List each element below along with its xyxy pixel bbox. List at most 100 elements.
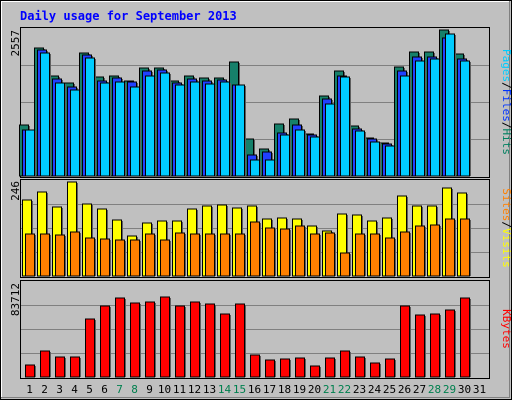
visitors-bar-sites-day-4 (70, 231, 80, 277)
traffic-bar-pages-day-16 (250, 159, 260, 177)
kbytes-bar-kbytes-day-29 (445, 309, 455, 378)
traffic-bar-pages-day-1 (25, 129, 35, 177)
day-label-15: 15 (233, 383, 246, 396)
visitors-bar-sites-day-28 (430, 224, 440, 277)
visitors-bar-sites-day-19 (295, 225, 305, 277)
day-label-26: 26 (398, 383, 411, 396)
day-label-27: 27 (413, 383, 426, 396)
visitors-bar-sites-day-22 (340, 252, 350, 277)
traffic-bar-pages-day-2 (40, 52, 50, 177)
kbytes-bar-kbytes-day-12 (190, 301, 200, 378)
day-label-21: 21 (323, 383, 336, 396)
visitors-bar-sites-day-3 (55, 234, 65, 277)
day-label-25: 25 (383, 383, 396, 396)
visitors-bar-sites-day-7 (115, 239, 125, 277)
visitors-bar-sites-day-13 (205, 233, 215, 277)
visitors-bar-sites-day-18 (280, 228, 290, 277)
traffic-legend-item-1: / (500, 82, 512, 89)
day-label-4: 4 (71, 383, 78, 396)
kbytes-bar-kbytes-day-3 (55, 356, 65, 378)
traffic-bar-pages-day-3 (55, 82, 65, 177)
kbytes-bar-kbytes-day-13 (205, 303, 215, 378)
traffic-bar-pages-day-27 (415, 60, 425, 177)
visitors-bar-sites-day-2 (40, 233, 50, 277)
kbytes-legend-item-0: KBytes (500, 309, 512, 349)
kbytes-bar-kbytes-day-11 (175, 305, 185, 378)
traffic-bar-pages-day-20 (310, 136, 320, 177)
day-label-31: 31 (473, 383, 486, 396)
kbytes-bar-kbytes-day-24 (370, 362, 380, 378)
traffic-bar-pages-day-18 (280, 134, 290, 177)
traffic-bar-pages-day-6 (100, 82, 110, 177)
visitors-bar-sites-day-29 (445, 218, 455, 277)
kbytes-bar-kbytes-day-8 (130, 302, 140, 378)
day-labels: 1 2 3 4 5 6 7 8 9 10 11 12 13 14 15 16 17 18 19 20 21 22 23 24 2… (26, 383, 486, 396)
visitors-bar-sites-day-26 (400, 231, 410, 277)
kbytes-bar-kbytes-day-2 (40, 350, 50, 378)
traffic-bar-pages-day-29 (445, 33, 455, 177)
visitors-bar-sites-day-15 (235, 233, 245, 277)
visitors-bar-sites-day-10 (160, 239, 170, 277)
visitors-bar-sites-day-8 (130, 239, 140, 277)
day-label-5: 5 (86, 383, 93, 396)
day-label-14: 14 (218, 383, 232, 396)
kbytes-bar-kbytes-day-5 (85, 318, 95, 378)
visitors-legend: Sites/Visits (500, 188, 512, 268)
visitors-ymax-label: 246 (9, 181, 22, 201)
traffic-bar-pages-day-24 (370, 141, 380, 177)
traffic-bar-pages-day-7 (115, 81, 125, 177)
kbytes-bar-kbytes-day-9 (145, 301, 155, 378)
traffic-legend-item-0: Pages (500, 49, 512, 82)
traffic-bar-pages-day-30 (460, 60, 470, 177)
traffic-bar-pages-day-25 (385, 145, 395, 177)
day-label-9: 9 (146, 383, 153, 396)
y-max-labels: 2557 246 83712 (9, 30, 22, 316)
kbytes-bar-kbytes-day-17 (265, 359, 275, 378)
kbytes-bar-kbytes-day-14 (220, 313, 230, 378)
kbytes-bar-kbytes-day-7 (115, 297, 125, 378)
day-label-30: 30 (458, 383, 471, 396)
day-label-10: 10 (158, 383, 171, 396)
day-label-22: 22 (338, 383, 351, 396)
day-label-13: 13 (203, 383, 216, 396)
traffic-bar-pages-day-17 (265, 159, 275, 177)
visitors-bar-sites-day-23 (355, 233, 365, 277)
day-label-18: 18 (278, 383, 291, 396)
bars (19, 29, 471, 378)
day-label-20: 20 (308, 383, 321, 396)
visitors-bar-sites-day-25 (385, 237, 395, 277)
day-label-6: 6 (101, 383, 108, 396)
kbytes-bar-kbytes-day-20 (310, 365, 320, 378)
kbytes-bar-kbytes-day-15 (235, 303, 245, 378)
visitors-bar-sites-day-20 (310, 233, 320, 277)
kbytes-bar-kbytes-day-1 (25, 364, 35, 378)
traffic-legend-item-2: Files (500, 89, 512, 122)
kbytes-panel (20, 280, 490, 379)
traffic-bar-pages-day-26 (400, 75, 410, 177)
traffic-bar-pages-day-8 (130, 86, 140, 177)
chart-title: Daily usage for September 2013 (20, 9, 237, 23)
kbytes-bar-kbytes-day-26 (400, 305, 410, 378)
kbytes-bar-kbytes-day-16 (250, 354, 260, 378)
visitors-bar-sites-day-6 (100, 238, 110, 277)
traffic-bar-pages-day-13 (205, 83, 215, 177)
day-label-29: 29 (443, 383, 456, 396)
day-label-17: 17 (263, 383, 276, 396)
visitors-bar-sites-day-24 (370, 233, 380, 277)
visitors-bar-sites-day-16 (250, 221, 260, 277)
traffic-bar-pages-day-14 (220, 81, 230, 177)
kbytes-legend: KBytes (500, 309, 512, 349)
traffic-panel (20, 27, 490, 178)
visitors-bar-sites-day-5 (85, 237, 95, 277)
traffic-legend-item-3: / (500, 122, 512, 129)
day-label-3: 3 (56, 383, 63, 396)
visitors-bar-sites-day-27 (415, 225, 425, 277)
traffic-bar-pages-day-21 (325, 103, 335, 177)
visitors-bar-sites-day-11 (175, 232, 185, 277)
traffic-bar-pages-day-12 (190, 81, 200, 177)
kbytes-bar-kbytes-day-30 (460, 297, 470, 378)
traffic-bar-pages-day-28 (430, 58, 440, 177)
kbytes-ymax-label: 83712 (9, 283, 22, 316)
